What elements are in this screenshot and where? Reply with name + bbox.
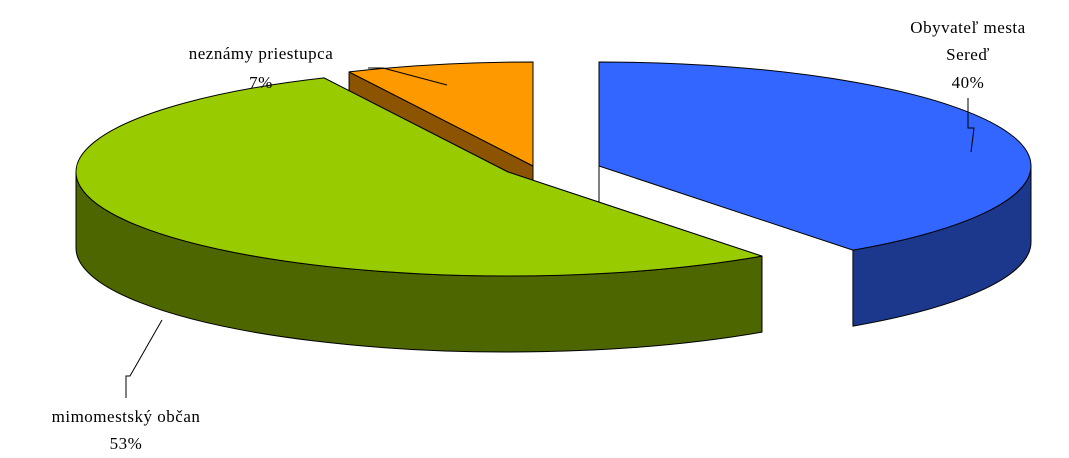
leader-lines (125, 67, 975, 398)
leader-line-obyvatel (967, 98, 975, 153)
leader-line-mimomestsky (125, 319, 163, 398)
slice-label-line: Sereď (946, 45, 990, 64)
slice-label-obyvatel: Obyvateľ mesta Sereď 40% (910, 18, 1025, 92)
slice-label-line: mimomestský občan (52, 407, 201, 426)
slice-mimomestsky (75, 77, 763, 277)
slice-label-line: neznámy priestupca (189, 44, 333, 63)
leader-line-neznamy (368, 67, 448, 86)
pie-slices (75, 61, 1032, 353)
slice-label-line: Obyvateľ mesta (910, 18, 1025, 37)
slice-percent-label: 7% (249, 73, 273, 92)
slice-obyvatel (598, 61, 1032, 251)
slice-neznamy (348, 61, 534, 167)
slice-label-mimomestsky: mimomestský občan 53% (52, 407, 201, 453)
slice-label-neznamy: neznámy priestupca 7% (189, 44, 333, 92)
slice-percent-label: 40% (952, 73, 985, 92)
slice-percent-label: 53% (110, 434, 143, 453)
